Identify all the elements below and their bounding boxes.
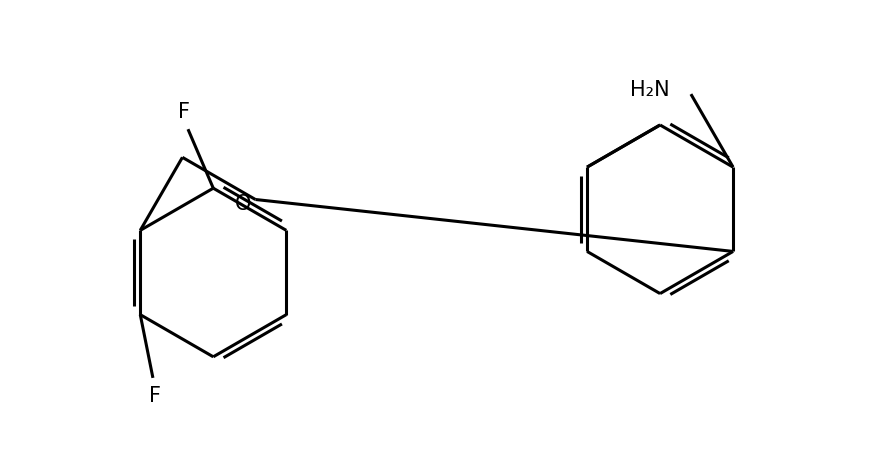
Text: F: F xyxy=(178,102,190,122)
Text: F: F xyxy=(149,386,160,406)
Text: O: O xyxy=(235,194,251,214)
Text: H₂N: H₂N xyxy=(630,80,670,100)
